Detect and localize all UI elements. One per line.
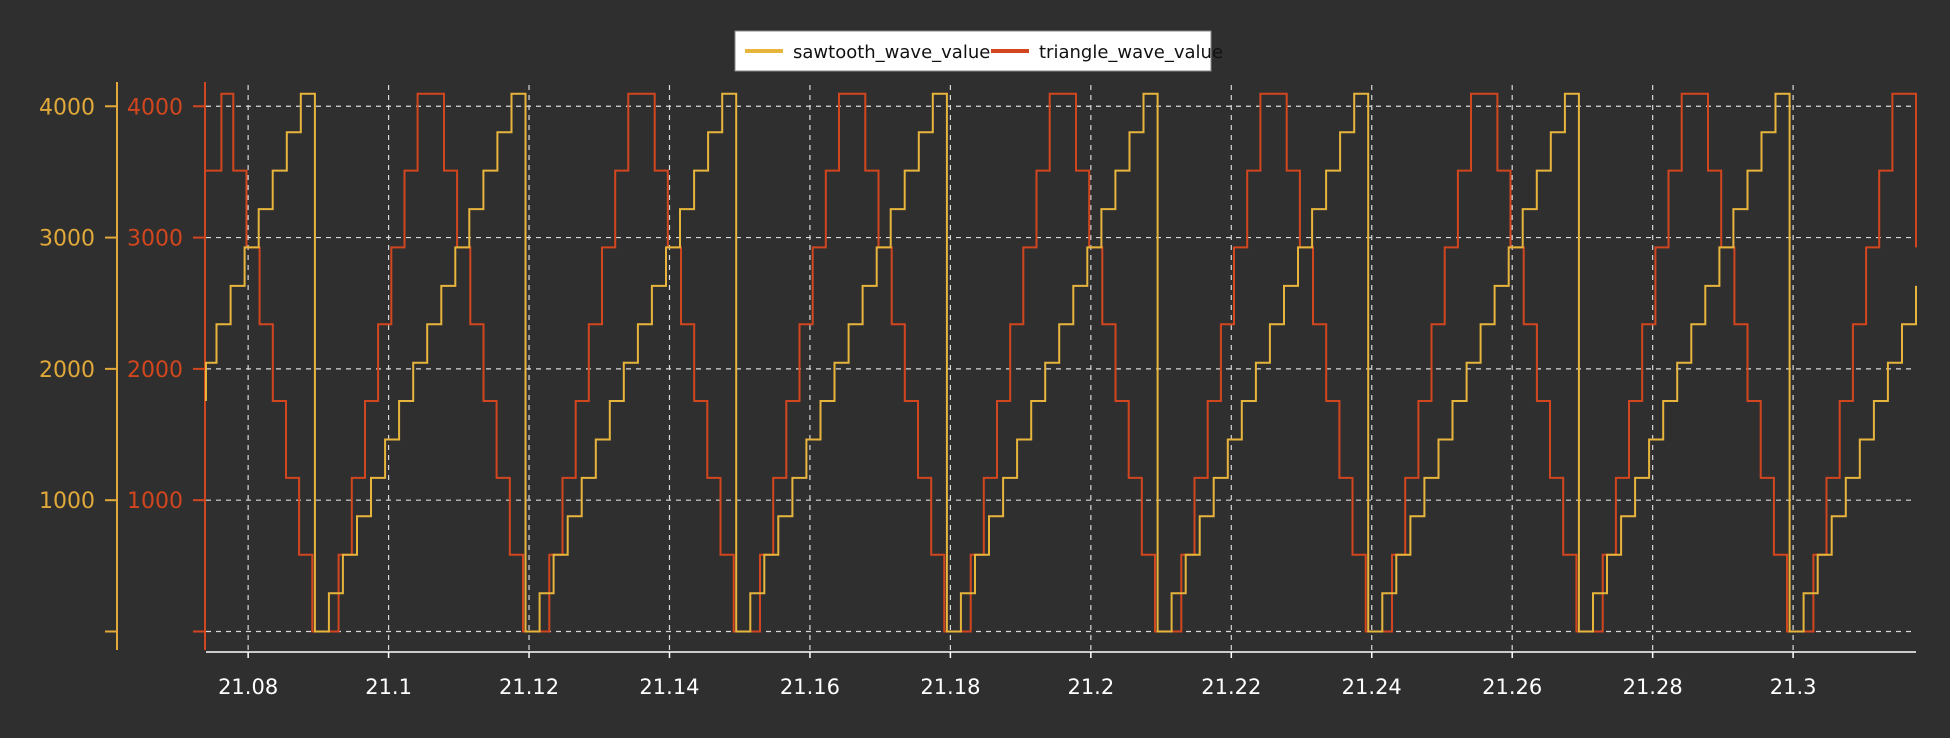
x-tick-label: 21.24 xyxy=(1342,675,1402,699)
x-tick-label: 21.16 xyxy=(780,675,840,699)
x-tick-label: 21.1 xyxy=(365,675,412,699)
x-tick-label: 21.14 xyxy=(639,675,699,699)
grid xyxy=(206,85,1916,650)
x-tick-label: 21.18 xyxy=(920,675,980,699)
y-tick-label: 3000 xyxy=(39,227,95,252)
legend-label-sawtooth: sawtooth_wave_value xyxy=(793,42,990,63)
y-tick-label: 1000 xyxy=(127,489,183,514)
y-tick-label: 4000 xyxy=(39,95,95,120)
legend-box xyxy=(734,30,1212,72)
y-tick-label: 2000 xyxy=(39,358,95,383)
legend-label-triangle: triangle_wave_value xyxy=(1039,42,1223,63)
x-tick-label: 21.22 xyxy=(1201,675,1261,699)
y-tick-label: 3000 xyxy=(127,227,183,252)
y-tick-label: 1000 xyxy=(39,489,95,514)
x-tick-label: 21.3 xyxy=(1770,675,1817,699)
plot-area xyxy=(205,92,1917,633)
x-tick-label: 21.26 xyxy=(1482,675,1542,699)
y-tick-label: 2000 xyxy=(127,358,183,383)
x-tick-label: 21.28 xyxy=(1623,675,1683,699)
axes: 21.08 21.1 21.12 21.14 21.16 21.18 21.2 21.22 21… xyxy=(39,82,1916,699)
legend[interactable]: sawtooth_wave_value triangle_wave_value xyxy=(734,30,1223,72)
x-tick-label: 21.2 xyxy=(1067,675,1114,699)
y-tick-label: 4000 xyxy=(127,95,183,120)
x-tick-label: 21.12 xyxy=(499,675,559,699)
series-line-sawtooth xyxy=(205,92,1917,633)
x-tick-label: 21.08 xyxy=(218,675,278,699)
series-line-triangle xyxy=(206,92,1917,633)
